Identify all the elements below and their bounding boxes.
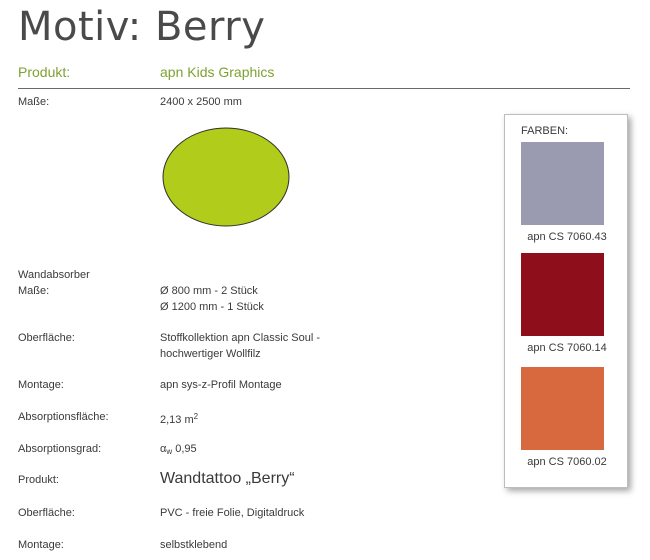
row-label: Oberfläche: — [18, 332, 75, 344]
row-label: Montage: — [18, 379, 64, 391]
berry-circle-graphic — [162, 127, 290, 227]
farben-panel: FARBEN: apn CS 7060.43 apn CS 7060.14 ap… — [504, 114, 628, 488]
wandabsorber-section-label: Wandabsorber — [18, 269, 90, 281]
color-swatch — [521, 142, 604, 225]
row-label: Montage: — [18, 539, 64, 551]
row-label: Absorptionsfläche: — [18, 411, 109, 423]
masse-value: 2400 x 2500 mm — [160, 96, 242, 108]
row-value: Wandtattoo „Berry“ — [160, 470, 295, 487]
color-swatch — [521, 367, 604, 450]
produkt-label: Produkt: — [18, 64, 71, 80]
farben-title: FARBEN: — [521, 125, 569, 137]
row-value: αw 0,95 — [160, 443, 197, 456]
wandtattoo-produkt-row: Produkt: Wandtattoo „Berry“ — [18, 470, 488, 490]
wandabsorber-masse-row: Maße: Ø 800 mm - 2 Stück Ø 1200 mm - 1 S… — [18, 283, 488, 317]
row-label: Oberfläche: — [18, 507, 75, 519]
row-value: Stoffkollektion apn Classic Soul - hochw… — [160, 332, 320, 360]
swatch-label: apn CS 7060.14 — [527, 342, 607, 354]
masse-label: Maße: — [18, 96, 50, 108]
row-label: Maße: — [18, 285, 50, 297]
swatch-label: apn CS 7060.02 — [527, 456, 607, 468]
wandabsorber-oberflaeche-row: Oberfläche: Stoffkollektion apn Classic … — [18, 330, 488, 364]
row-value: PVC - freie Folie, Digitaldruck — [160, 507, 305, 519]
produkt-value: apn Kids Graphics — [160, 64, 275, 80]
row-value: 2,13 m2 — [160, 412, 199, 426]
color-swatch — [521, 253, 604, 336]
berry-circle — [162, 127, 290, 227]
row-value: Ø 800 mm - 2 Stück Ø 1200 mm - 1 Stück — [160, 285, 264, 313]
row-value: selbstklebend — [160, 539, 228, 551]
produkt-header: Produkt: apn Kids Graphics — [18, 64, 630, 89]
row-label: Produkt: — [18, 474, 59, 486]
row-value: apn sys-z-Profil Montage — [160, 379, 282, 391]
swatch-label: apn CS 7060.43 — [527, 231, 607, 243]
page-title: Motiv: Berry — [18, 4, 266, 50]
row-label: Absorptionsgrad: — [18, 443, 102, 455]
